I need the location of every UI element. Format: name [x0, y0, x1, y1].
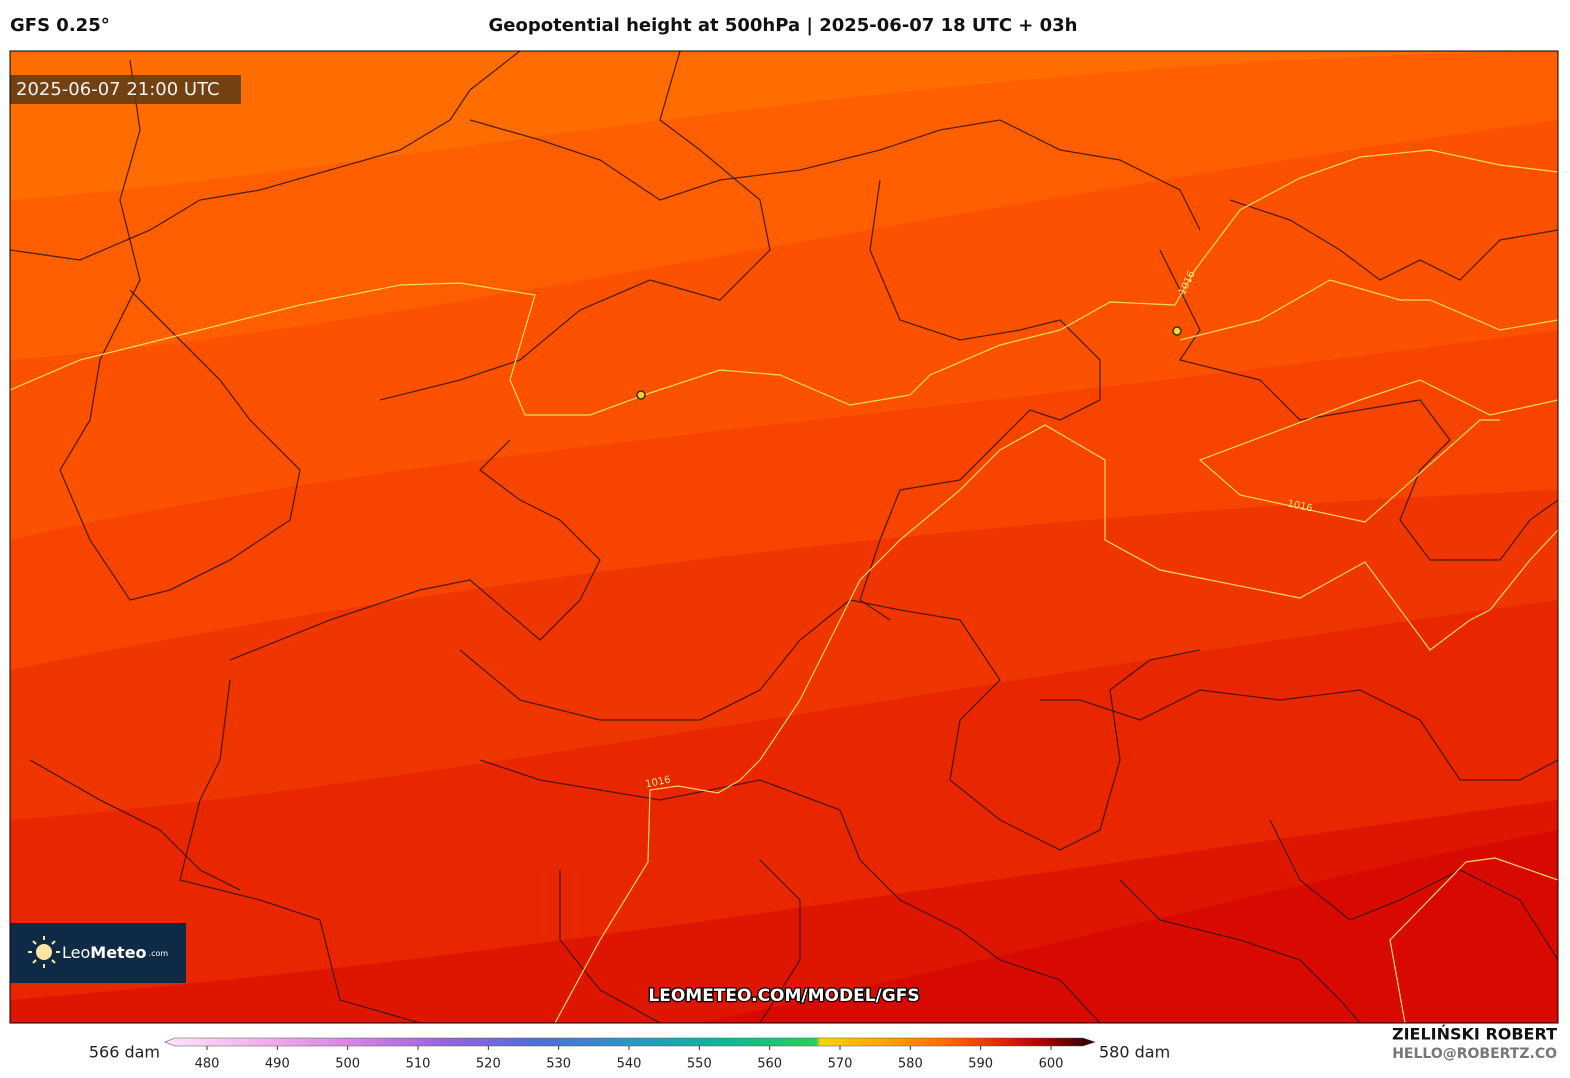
colorbar-tick-label: 560 — [757, 1057, 782, 1072]
city-marker — [636, 390, 646, 400]
logo-bold: Meteo — [90, 943, 146, 962]
valid-time: 2025-06-07 21:00 UTC — [16, 79, 220, 100]
colorbar-tick-label: 590 — [968, 1057, 993, 1072]
map-frame — [9, 50, 1559, 1024]
colorbar-tick-label: 580 — [898, 1057, 923, 1072]
colorbar-min-label: 566 dam — [89, 1043, 160, 1062]
contour-label: 1016 — [645, 774, 672, 790]
colorbar-tick-label: 510 — [406, 1057, 431, 1072]
colorbar-tick-label: 490 — [265, 1057, 290, 1072]
email: HELLO@ROBERTZ.CO — [1392, 1046, 1557, 1062]
logo-suffix: .com — [149, 949, 169, 958]
contour-label: 1016 — [1286, 498, 1313, 514]
colorbar — [164, 1037, 1096, 1047]
logo-sun — [28, 936, 60, 968]
shading — [700, 830, 1558, 1023]
colorbar-bar — [164, 1037, 1096, 1047]
colorbar-tick-label: 600 — [1039, 1057, 1064, 1072]
logo-text: LeoMeteo .com — [62, 943, 168, 962]
colorbar-tick-label: 540 — [617, 1057, 642, 1072]
author: ZIELIŃSKI ROBERT — [1392, 1025, 1557, 1044]
model-name: GFS 0.25° — [10, 15, 110, 36]
map-title: Geopotential height at 500hPa | 2025-06-… — [488, 15, 1077, 36]
colorbar-tick-label: 550 — [687, 1057, 712, 1072]
logo-light: Leo — [62, 943, 90, 962]
city-marker — [1172, 326, 1182, 336]
colorbar-max-label: 580 dam — [1099, 1043, 1170, 1062]
contours — [10, 149, 1558, 1023]
watermark: LEOMETEO.COM/MODEL/GFS — [648, 986, 919, 1006]
colorbar-tick-label: 520 — [476, 1057, 501, 1072]
colorbar-tick-label: 500 — [335, 1057, 360, 1072]
map: 1016 1016 1016 2025-06-07 21:00 UTC LeoM… — [10, 51, 1558, 1023]
borders — [10, 51, 1558, 1023]
colorbar-tick-label: 480 — [195, 1057, 220, 1072]
time-badge — [10, 75, 241, 104]
colorbar-tick-label: 530 — [546, 1057, 571, 1072]
colorbar-tick-label: 570 — [828, 1057, 853, 1072]
